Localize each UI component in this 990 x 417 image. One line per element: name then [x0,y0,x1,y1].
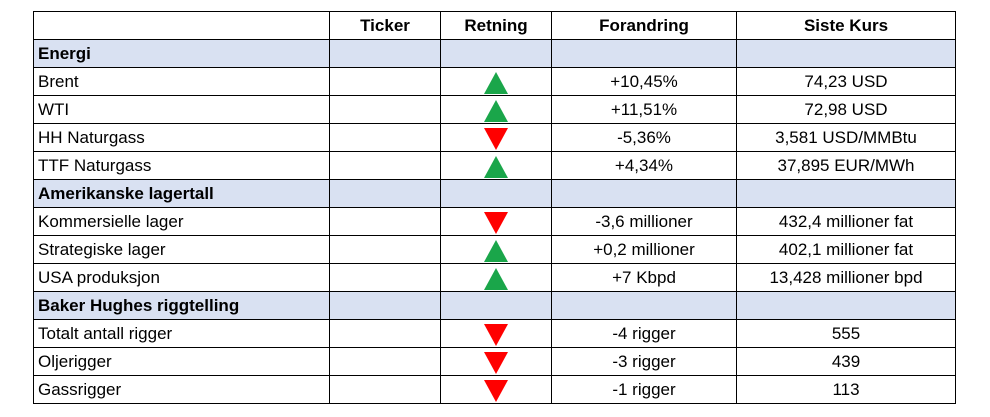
row-direction [440,67,552,96]
row-change: +4,34% [551,151,737,180]
row-ticker [329,207,441,236]
row-ticker [329,375,441,404]
row-direction [440,123,552,152]
row-change: +10,45% [551,67,737,96]
header-change: Forandring [551,11,737,40]
row-ticker [329,347,441,376]
row-last-price: 13,428 millioner bpd [736,263,956,292]
row-direction [440,95,552,124]
row-name: Kommersielle lager [33,207,330,236]
header-direction: Retning [440,11,552,40]
section-empty-cell [329,291,441,320]
row-name: Strategiske lager [33,235,330,264]
section-row: Energi [33,39,956,68]
row-direction [440,375,552,404]
row-direction [440,263,552,292]
row-direction [440,235,552,264]
row-last-price: 37,895 EUR/MWh [736,151,956,180]
market-table: Ticker Retning Forandring Siste Kurs Ene… [33,11,956,404]
row-name: Brent [33,67,330,96]
row-ticker [329,235,441,264]
down-triangle-icon [484,351,508,374]
table-row: USA produksjon +7 Kbpd 13,428 millioner bp… [33,263,956,292]
row-name: Oljerigger [33,347,330,376]
section-row: Amerikanske lagertall [33,179,956,208]
down-triangle-icon [484,323,508,346]
row-change: -1 rigger [551,375,737,404]
row-name: HH Naturgass [33,123,330,152]
row-name: TTF Naturgass [33,151,330,180]
section-empty-cell [736,291,956,320]
row-name: Gassrigger [33,375,330,404]
section-empty-cell [551,179,737,208]
table-row: WTI +11,51% 72,98 USD [33,95,956,124]
row-change: +7 Kbpd [551,263,737,292]
row-last-price: 439 [736,347,956,376]
section-empty-cell [736,179,956,208]
row-direction [440,319,552,348]
down-triangle-icon [484,127,508,150]
header-ticker: Ticker [329,11,441,40]
header-row: Ticker Retning Forandring Siste Kurs [33,11,956,40]
row-ticker [329,263,441,292]
section-title: Baker Hughes riggtelling [33,291,330,320]
up-triangle-icon [484,155,508,178]
row-name: Totalt antall rigger [33,319,330,348]
header-last-price: Siste Kurs [736,11,956,40]
section-empty-cell [551,39,737,68]
row-change: -3 rigger [551,347,737,376]
section-row: Baker Hughes riggtelling [33,291,956,320]
table-row: Oljerigger -3 rigger 439 [33,347,956,376]
table-row: Totalt antall rigger -4 rigger 555 [33,319,956,348]
row-change: +11,51% [551,95,737,124]
table-row: Gassrigger -1 rigger 113 [33,375,956,404]
table-row: TTF Naturgass +4,34% 37,895 EUR/MWh [33,151,956,180]
section-empty-cell [329,39,441,68]
row-last-price: 555 [736,319,956,348]
table-row: HH Naturgass -5,36% 3,581 USD/MMBtu [33,123,956,152]
section-title: Amerikanske lagertall [33,179,330,208]
row-change: -5,36% [551,123,737,152]
row-change: +0,2 millioner [551,235,737,264]
up-triangle-icon [484,99,508,122]
up-triangle-icon [484,239,508,262]
row-ticker [329,123,441,152]
table-row: Kommersielle lager -3,6 millioner 432,4 mi… [33,207,956,236]
section-empty-cell [551,291,737,320]
row-name: USA produksjon [33,263,330,292]
row-direction [440,347,552,376]
section-empty-cell [440,179,552,208]
row-last-price: 402,1 millioner fat [736,235,956,264]
row-last-price: 72,98 USD [736,95,956,124]
down-triangle-icon [484,379,508,402]
section-empty-cell [440,291,552,320]
row-last-price: 3,581 USD/MMBtu [736,123,956,152]
row-ticker [329,319,441,348]
row-ticker [329,151,441,180]
row-last-price: 113 [736,375,956,404]
row-name: WTI [33,95,330,124]
row-last-price: 74,23 USD [736,67,956,96]
down-triangle-icon [484,211,508,234]
row-last-price: 432,4 millioner fat [736,207,956,236]
row-ticker [329,95,441,124]
row-direction [440,151,552,180]
table-row: Brent +10,45% 74,23 USD [33,67,956,96]
header-name [33,11,330,40]
section-title: Energi [33,39,330,68]
table-body: Energi Brent +10,45% 74,23 USD WTI +11,51% 72,… [33,39,956,404]
row-change: -4 rigger [551,319,737,348]
row-ticker [329,67,441,96]
up-triangle-icon [484,267,508,290]
section-empty-cell [440,39,552,68]
section-empty-cell [329,179,441,208]
row-change: -3,6 millioner [551,207,737,236]
up-triangle-icon [484,71,508,94]
section-empty-cell [736,39,956,68]
table-row: Strategiske lager +0,2 millioner 402,1 mil… [33,235,956,264]
row-direction [440,207,552,236]
